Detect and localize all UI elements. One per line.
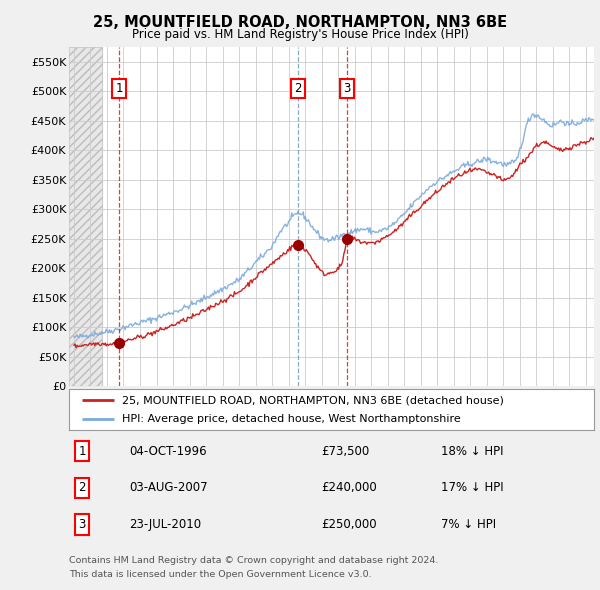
Text: 23-JUL-2010: 23-JUL-2010	[129, 518, 201, 531]
Text: 25, MOUNTFIELD ROAD, NORTHAMPTON, NN3 6BE (detached house): 25, MOUNTFIELD ROAD, NORTHAMPTON, NN3 6B…	[121, 395, 503, 405]
Text: 2: 2	[295, 82, 302, 95]
Text: This data is licensed under the Open Government Licence v3.0.: This data is licensed under the Open Gov…	[69, 571, 371, 579]
Text: 18% ↓ HPI: 18% ↓ HPI	[441, 445, 503, 458]
Text: £73,500: £73,500	[321, 445, 369, 458]
Text: 17% ↓ HPI: 17% ↓ HPI	[441, 481, 503, 494]
Text: Contains HM Land Registry data © Crown copyright and database right 2024.: Contains HM Land Registry data © Crown c…	[69, 556, 439, 565]
Text: 1: 1	[79, 445, 86, 458]
Text: 25, MOUNTFIELD ROAD, NORTHAMPTON, NN3 6BE: 25, MOUNTFIELD ROAD, NORTHAMPTON, NN3 6B…	[93, 15, 507, 30]
Text: 7% ↓ HPI: 7% ↓ HPI	[441, 518, 496, 531]
Text: 04-OCT-1996: 04-OCT-1996	[129, 445, 206, 458]
Text: HPI: Average price, detached house, West Northamptonshire: HPI: Average price, detached house, West…	[121, 414, 460, 424]
Text: 3: 3	[79, 518, 86, 531]
Text: 03-AUG-2007: 03-AUG-2007	[129, 481, 208, 494]
Text: Price paid vs. HM Land Registry's House Price Index (HPI): Price paid vs. HM Land Registry's House …	[131, 28, 469, 41]
Text: 3: 3	[343, 82, 351, 95]
Text: 1: 1	[116, 82, 123, 95]
Text: £240,000: £240,000	[321, 481, 377, 494]
Text: 2: 2	[79, 481, 86, 494]
Text: £250,000: £250,000	[321, 518, 377, 531]
